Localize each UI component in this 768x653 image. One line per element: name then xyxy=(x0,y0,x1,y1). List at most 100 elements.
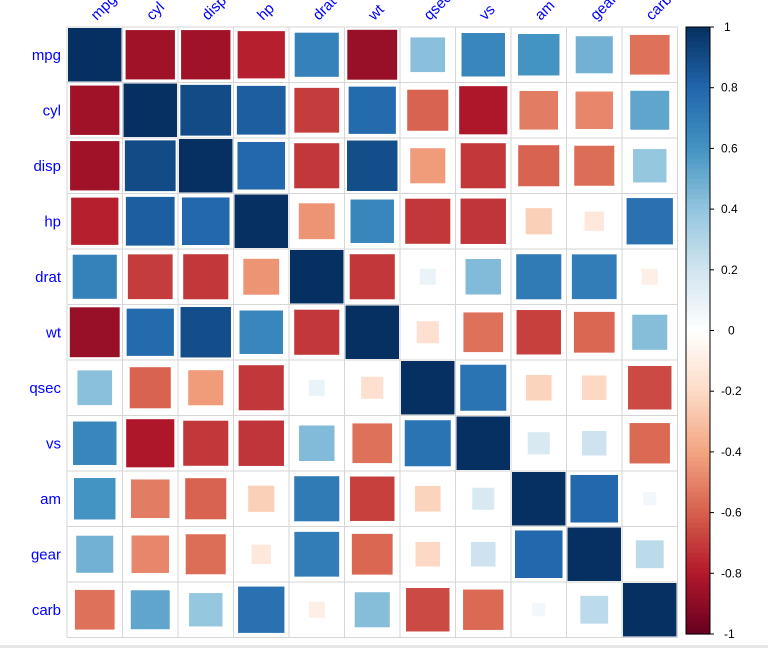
cell-wt-qsec xyxy=(416,321,439,344)
colorbar-segment xyxy=(686,244,710,251)
row-label-carb: carb xyxy=(32,602,61,619)
colorbar-segment xyxy=(686,178,710,185)
cell-vs-disp xyxy=(183,420,229,466)
cell-cyl-qsec xyxy=(407,89,449,131)
colorbar-segment xyxy=(686,370,710,377)
colorbar-segment xyxy=(686,128,710,134)
colorbar-segment xyxy=(686,62,710,69)
cell-drat-am xyxy=(516,254,562,300)
colorbar-segment xyxy=(686,462,710,468)
colorbar-segment xyxy=(686,381,710,387)
colorbar-tick-label: 0.4 xyxy=(721,202,738,216)
row-label-qsec: qsec xyxy=(29,380,61,397)
cell-drat-hp xyxy=(243,258,280,295)
colorbar-segment xyxy=(686,583,710,590)
cell-gear-wt xyxy=(351,533,393,575)
colorbar-segment xyxy=(686,310,710,316)
cell-am-disp xyxy=(185,478,227,520)
colorbar-segment xyxy=(686,219,710,225)
cell-hp-hp xyxy=(234,194,288,248)
cell-cyl-drat xyxy=(294,87,340,133)
colorbar-segment xyxy=(686,295,710,301)
row-label-hp: hp xyxy=(44,213,61,230)
colorbar-segment xyxy=(686,274,710,281)
colorbar-tick-label: -0.6 xyxy=(721,506,742,520)
colorbar-segment xyxy=(686,72,710,79)
colorbar-segment xyxy=(686,148,710,155)
colorbar-segment xyxy=(686,133,710,139)
cell-mpg-vs xyxy=(461,33,505,77)
cell-carb-wt xyxy=(354,592,390,628)
colorbar-segment xyxy=(686,173,710,180)
row-label-wt: wt xyxy=(45,324,62,341)
cell-disp-disp xyxy=(179,139,233,193)
cell-cyl-hp xyxy=(236,85,286,135)
cell-drat-disp xyxy=(183,254,229,300)
cell-gear-carb xyxy=(635,540,664,569)
colorbar-segment xyxy=(686,558,710,564)
colorbar-segment xyxy=(686,573,710,579)
cell-qsec-wt xyxy=(361,376,384,399)
column-label-cyl: cyl xyxy=(143,0,168,24)
column-label-disp: disp xyxy=(199,0,230,24)
row-label-vs: vs xyxy=(46,435,61,452)
cell-vs-gear xyxy=(581,430,607,456)
cell-gear-disp xyxy=(185,534,226,575)
colorbar-tick-label: 0.6 xyxy=(721,141,738,155)
colorbar-segment xyxy=(686,426,710,433)
column-label-drat: drat xyxy=(310,0,341,24)
cell-disp-wt xyxy=(347,140,398,191)
colorbar-segment xyxy=(686,269,710,276)
cell-vs-am xyxy=(527,432,550,455)
colorbar-segment xyxy=(686,300,710,306)
colorbar-segment xyxy=(686,284,710,291)
column-label-carb: carb xyxy=(643,0,676,24)
cell-wt-wt xyxy=(345,305,399,359)
cell-mpg-disp xyxy=(181,30,231,80)
cell-vs-vs xyxy=(456,416,510,470)
cell-mpg-wt xyxy=(347,29,398,80)
cell-mpg-qsec xyxy=(410,37,446,73)
colorbar-segment xyxy=(686,360,710,367)
cell-qsec-vs xyxy=(460,364,507,411)
cell-cyl-mpg xyxy=(70,85,120,135)
colorbar-segment xyxy=(686,477,710,483)
cell-disp-hp xyxy=(237,141,286,190)
cell-cyl-cyl xyxy=(123,83,177,137)
cell-hp-disp xyxy=(181,197,230,246)
colorbar-segment xyxy=(686,446,710,453)
cell-hp-vs xyxy=(460,198,506,244)
colorbar-segment xyxy=(686,517,710,524)
colorbar-segment xyxy=(686,315,710,321)
colorbar-segment xyxy=(686,320,710,327)
cell-gear-am xyxy=(514,530,563,579)
colorbar-segment xyxy=(686,97,710,104)
cell-gear-mpg xyxy=(76,535,114,573)
cell-gear-hp xyxy=(251,544,271,564)
cell-qsec-am xyxy=(525,374,552,401)
column-label-gear: gear xyxy=(587,0,620,24)
cell-carb-am xyxy=(532,603,546,617)
colorbar-segment xyxy=(686,512,710,519)
cell-am-vs xyxy=(472,487,495,510)
cell-mpg-carb xyxy=(629,34,670,75)
colorbar-segment xyxy=(686,527,710,534)
colorbar-segment xyxy=(686,193,710,200)
colorbar-segment xyxy=(686,340,710,347)
colorbar-tick-label: -1 xyxy=(724,627,735,641)
colorbar-segment xyxy=(686,497,710,504)
colorbar-tick-label: -0.2 xyxy=(721,384,742,398)
colorbar-segment xyxy=(686,37,710,43)
colorbar-segment xyxy=(686,391,710,397)
colorbar-segment xyxy=(686,198,710,205)
column-label-mpg: mpg xyxy=(88,0,121,24)
cell-drat-drat xyxy=(290,250,344,304)
cell-disp-vs xyxy=(460,143,506,189)
cell-am-drat xyxy=(294,476,340,522)
colorbar-tick-label: -0.4 xyxy=(721,445,742,459)
cell-hp-gear xyxy=(584,211,604,231)
colorbar-segment xyxy=(686,492,710,499)
cell-wt-disp xyxy=(180,307,231,358)
cell-drat-vs xyxy=(465,259,501,295)
